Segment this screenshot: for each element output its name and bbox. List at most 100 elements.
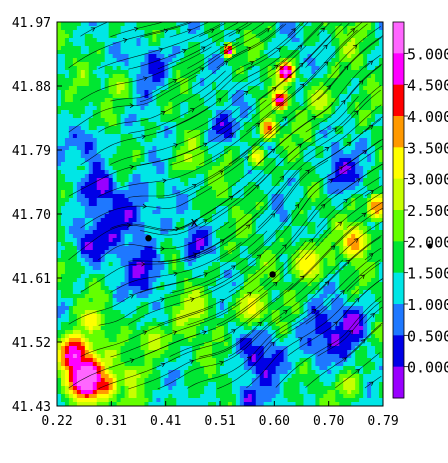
heatmap-cell <box>76 94 82 99</box>
heatmap-cell <box>275 222 281 227</box>
heatmap-cell <box>180 170 185 175</box>
heatmap-cell <box>192 70 197 75</box>
heatmap-cell <box>132 66 138 71</box>
heatmap-cell <box>168 142 173 147</box>
heatmap-cell <box>227 150 233 155</box>
heatmap-cell <box>64 114 70 119</box>
heatmap-cell <box>72 258 78 263</box>
heatmap-cell <box>92 118 98 123</box>
heatmap-cell <box>375 134 380 139</box>
heatmap-cell <box>156 138 161 143</box>
heatmap-cell <box>132 162 138 167</box>
heatmap-cell <box>239 154 245 159</box>
heatmap-cell <box>160 66 165 71</box>
heatmap-cell <box>140 38 146 43</box>
heatmap-cell <box>271 94 277 99</box>
heatmap-cell <box>108 90 114 95</box>
heatmap-cell <box>92 54 98 59</box>
heatmap-cell <box>291 178 297 183</box>
heatmap-cell <box>100 134 106 139</box>
heatmap-cell <box>148 126 154 131</box>
heatmap-cell <box>72 226 78 231</box>
heatmap-cell <box>331 42 336 47</box>
heatmap-cell <box>172 202 177 207</box>
heatmap-cell <box>359 218 364 223</box>
heatmap-cell <box>239 110 245 115</box>
heatmap-cell <box>327 94 332 99</box>
heatmap-cell <box>231 210 237 215</box>
heatmap-cell <box>176 86 181 91</box>
heatmap-cell <box>323 242 328 247</box>
heatmap-cell <box>152 254 157 259</box>
heatmap-cell <box>223 130 229 135</box>
heatmap-cell <box>379 126 383 131</box>
heatmap-cell <box>148 94 154 99</box>
heatmap-cell <box>196 226 201 231</box>
heatmap-cell <box>367 210 372 215</box>
heatmap-cell <box>363 38 368 43</box>
heatmap-cell <box>60 198 66 203</box>
heatmap-cell <box>168 94 173 99</box>
heatmap-cell <box>212 150 217 155</box>
heatmap-cell <box>88 138 94 143</box>
heatmap-cell <box>335 70 340 75</box>
heatmap-cell <box>231 218 237 223</box>
heatmap-cell <box>275 234 281 239</box>
heatmap-cell <box>204 118 209 123</box>
heatmap-cell <box>200 62 205 67</box>
heatmap-cell <box>343 110 348 115</box>
heatmap-cell <box>140 210 146 215</box>
heatmap-cell <box>196 78 201 83</box>
heatmap-cell <box>192 118 197 123</box>
heatmap-cell <box>116 102 122 107</box>
heatmap-cell <box>359 234 364 239</box>
heatmap-cell <box>108 194 114 199</box>
heatmap-cell <box>239 122 245 127</box>
heatmap-cell <box>68 22 74 27</box>
heatmap-cell <box>196 134 201 139</box>
heatmap-cell <box>375 110 380 115</box>
heatmap-cell <box>283 158 289 163</box>
heatmap-cell <box>156 94 161 99</box>
heatmap-cell <box>283 238 289 243</box>
heatmap-cell <box>295 70 301 75</box>
heatmap-cell <box>200 230 205 235</box>
heatmap-cell <box>120 198 126 203</box>
heatmap-cell <box>84 130 90 135</box>
heatmap-cell <box>76 182 82 187</box>
heatmap-cell <box>180 246 185 251</box>
heatmap-cell <box>80 118 86 123</box>
heatmap-cell <box>259 42 265 47</box>
heatmap-cell <box>359 46 364 51</box>
heatmap-cell <box>200 222 205 227</box>
heatmap-cell <box>283 234 289 239</box>
heatmap-cell <box>132 122 138 127</box>
heatmap-cell <box>295 154 301 159</box>
heatmap-cell <box>339 234 344 239</box>
heatmap-cell <box>307 182 313 187</box>
heatmap-cell <box>367 26 372 31</box>
heatmap-cell <box>152 102 157 107</box>
heatmap-cell <box>363 182 368 187</box>
heatmap-cell <box>279 166 285 171</box>
heatmap-cell <box>88 102 94 107</box>
heatmap-cell <box>156 86 161 91</box>
heatmap-cell <box>259 146 265 151</box>
heatmap-cell <box>124 262 130 267</box>
heatmap-cell <box>136 222 142 227</box>
heatmap-cell <box>335 222 340 227</box>
heatmap-cell <box>367 214 372 219</box>
heatmap-cell <box>227 138 233 143</box>
heatmap-cell <box>100 142 106 147</box>
heatmap-cell <box>80 158 86 163</box>
heatmap-cell <box>124 234 130 239</box>
heatmap-cell <box>68 118 74 123</box>
heatmap-cell <box>323 226 328 231</box>
heatmap-cell <box>212 190 217 195</box>
heatmap-cell <box>152 214 157 219</box>
heatmap-cell <box>96 34 102 39</box>
heatmap-cell <box>196 42 201 47</box>
heatmap-cell <box>116 134 122 139</box>
heatmap-cell <box>96 90 102 95</box>
